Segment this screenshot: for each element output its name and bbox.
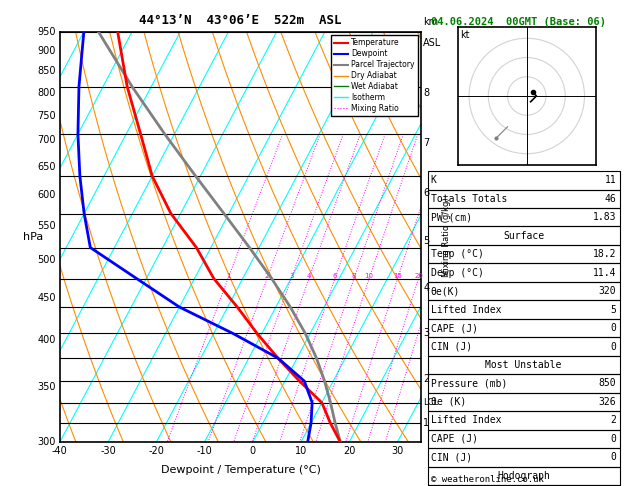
Text: 4: 4 [423, 283, 430, 293]
Text: 0: 0 [250, 446, 256, 456]
Text: 46: 46 [604, 194, 616, 204]
Text: -20: -20 [148, 446, 164, 456]
Text: 0: 0 [611, 434, 616, 444]
Text: 500: 500 [38, 255, 56, 265]
Text: 550: 550 [38, 221, 56, 231]
Text: 5: 5 [611, 305, 616, 314]
Text: Surface: Surface [503, 231, 544, 241]
Text: 20: 20 [414, 273, 423, 278]
Text: Pressure (mb): Pressure (mb) [431, 379, 507, 388]
Text: 600: 600 [38, 191, 56, 200]
Text: 800: 800 [38, 88, 56, 98]
Text: ASL: ASL [423, 38, 442, 48]
Text: CIN (J): CIN (J) [431, 452, 472, 462]
Text: 1.83: 1.83 [593, 212, 616, 222]
Text: © weatheronline.co.uk: © weatheronline.co.uk [431, 474, 543, 484]
Text: 10: 10 [295, 446, 307, 456]
Text: 850: 850 [38, 66, 56, 76]
Text: 750: 750 [38, 111, 56, 121]
Text: CIN (J): CIN (J) [431, 342, 472, 351]
Text: 0: 0 [611, 323, 616, 333]
Text: CAPE (J): CAPE (J) [431, 434, 478, 444]
Text: CAPE (J): CAPE (J) [431, 323, 478, 333]
Text: 2: 2 [265, 273, 269, 278]
Text: θe (K): θe (K) [431, 397, 466, 407]
Text: 0: 0 [611, 342, 616, 351]
Text: Lifted Index: Lifted Index [431, 416, 501, 425]
Text: 0: 0 [611, 452, 616, 462]
Text: 30: 30 [391, 446, 403, 456]
Text: 44°13’N  43°06’E  522m  ASL: 44°13’N 43°06’E 522m ASL [140, 15, 342, 28]
Text: 300: 300 [38, 437, 56, 447]
Text: Temp (°C): Temp (°C) [431, 249, 484, 259]
Text: 400: 400 [38, 335, 56, 345]
Text: kt: kt [460, 30, 470, 39]
Text: 8: 8 [423, 87, 430, 98]
Text: Totals Totals: Totals Totals [431, 194, 507, 204]
Text: Mixing Ratio (g/kg): Mixing Ratio (g/kg) [442, 197, 451, 277]
Text: km: km [423, 17, 438, 28]
Text: 11.4: 11.4 [593, 268, 616, 278]
Text: 2: 2 [611, 416, 616, 425]
Legend: Temperature, Dewpoint, Parcel Trajectory, Dry Adiabat, Wet Adiabat, Isotherm, Mi: Temperature, Dewpoint, Parcel Trajectory… [331, 35, 418, 116]
Text: 6: 6 [423, 188, 430, 198]
Text: 326: 326 [599, 397, 616, 407]
Text: Lifted Index: Lifted Index [431, 305, 501, 314]
Text: PW (cm): PW (cm) [431, 212, 472, 222]
Text: 1: 1 [423, 417, 430, 428]
Text: 04.06.2024  00GMT (Base: 06): 04.06.2024 00GMT (Base: 06) [431, 17, 606, 27]
Text: 950: 950 [38, 27, 56, 36]
Text: 7: 7 [423, 138, 430, 148]
Text: 900: 900 [38, 46, 56, 56]
Text: 8: 8 [352, 273, 356, 278]
Text: 650: 650 [38, 162, 56, 172]
Text: 1: 1 [226, 273, 230, 278]
Text: 850: 850 [599, 379, 616, 388]
Text: Dewpoint / Temperature (°C): Dewpoint / Temperature (°C) [160, 465, 321, 475]
Text: 10: 10 [365, 273, 374, 278]
Text: 700: 700 [38, 136, 56, 145]
Text: 3: 3 [423, 329, 430, 338]
Text: Hodograph: Hodograph [497, 471, 550, 481]
Text: -30: -30 [100, 446, 116, 456]
Text: 18.2: 18.2 [593, 249, 616, 259]
Text: LCL: LCL [423, 398, 438, 407]
Text: -40: -40 [52, 446, 68, 456]
Text: 20: 20 [343, 446, 355, 456]
Text: 350: 350 [38, 382, 56, 392]
Text: θe(K): θe(K) [431, 286, 460, 296]
Text: Dewp (°C): Dewp (°C) [431, 268, 484, 278]
Text: 3: 3 [289, 273, 294, 278]
Text: -10: -10 [196, 446, 213, 456]
Text: hPa: hPa [23, 232, 43, 242]
Text: 450: 450 [38, 293, 56, 303]
Text: 11: 11 [604, 175, 616, 185]
Text: 320: 320 [599, 286, 616, 296]
Text: 6: 6 [333, 273, 337, 278]
Text: 2: 2 [423, 374, 430, 384]
Text: Most Unstable: Most Unstable [486, 360, 562, 370]
Text: 4: 4 [307, 273, 311, 278]
Text: K: K [431, 175, 437, 185]
Text: 15: 15 [393, 273, 402, 278]
Text: 5: 5 [423, 236, 430, 246]
